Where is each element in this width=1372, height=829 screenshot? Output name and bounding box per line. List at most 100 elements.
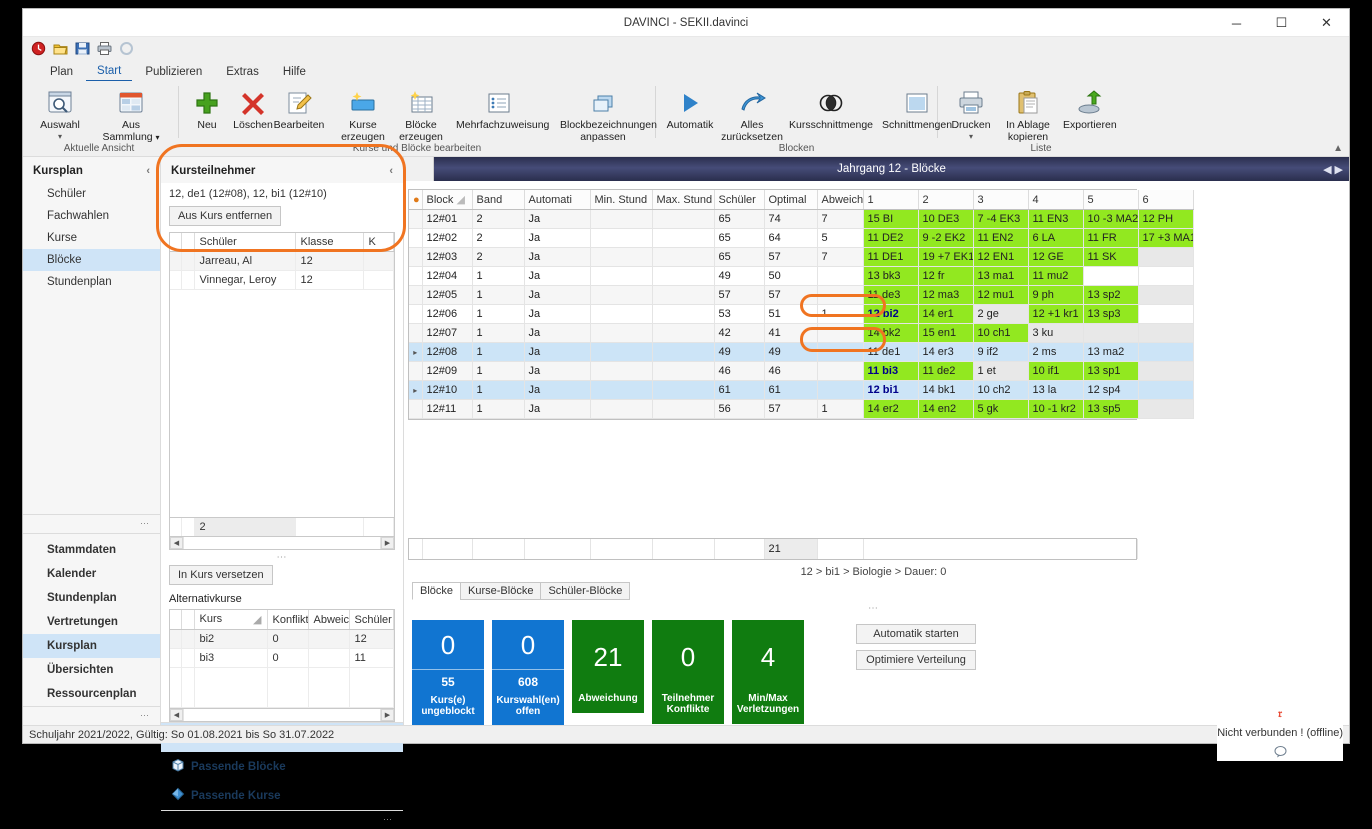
sidebar-item-fachwahlen[interactable]: Fachwahlen [47,210,110,222]
cell-slot-1[interactable]: 11 de1 [863,342,919,362]
cell-slot-1[interactable]: 14 er2 [863,399,919,419]
cell-slot-5[interactable]: 12 sp4 [1083,380,1139,400]
cell-slot-6[interactable] [1138,266,1194,286]
cell-slot-4[interactable]: 10 if1 [1028,361,1084,381]
cell-slot-6[interactable] [1138,285,1194,305]
col-header-konflikte[interactable]: Konflikte [267,610,309,630]
cell-slot-3[interactable]: 9 if2 [973,342,1029,362]
menu-item-plan[interactable]: Plan [50,66,74,78]
col-header-schueler[interactable]: Schüler [714,190,765,210]
cell-slot-6[interactable] [1138,247,1194,267]
col-header-slot-6[interactable]: 6 [1138,190,1194,210]
cell-slot-2[interactable]: 12 ma3 [918,285,974,305]
cell-slot-3[interactable]: 11 EN2 [973,228,1029,248]
table-row[interactable]: bi3 0 11 [170,648,394,668]
scroll-track[interactable] [183,709,381,721]
cell-slot-1[interactable]: 11 de3 [863,285,919,305]
sidebar-item-bloecke[interactable]: Blöcke [23,249,160,271]
bottom-tab-bloecke[interactable]: Blöcke [412,582,462,600]
cell-slot-3[interactable]: 5 gk [973,399,1029,419]
cell-slot-3[interactable]: 13 ma1 [973,266,1029,286]
cell-slot-1[interactable]: 12 bi2 [863,304,919,324]
alternativkurse-grid[interactable]: Kurs ◢ Konflikte Abweichu Schüler bi2 0 1… [169,609,395,709]
ribbon-button-kursschnittmenge[interactable]: Kursschnittmenge [785,85,877,132]
participants-grid[interactable]: Schüler Klasse K Jarreau, Al 12 [169,232,395,518]
col-header-slot-3[interactable]: 3 [973,190,1029,210]
cell-slot-1[interactable]: 11 DE2 [863,228,919,248]
ribbon-button-in-ablage-kopieren[interactable]: In Ablage kopieren [999,85,1057,143]
cell-slot-1[interactable]: 11 DE1 [863,247,919,267]
col-header-slot-2[interactable]: 2 [918,190,974,210]
midpanel-overflow[interactable]: ⋯ [161,810,403,829]
sidebar-module-vertretungen[interactable]: Vertretungen [47,616,118,628]
scroll-right-button[interactable]: ▶ [381,537,394,549]
refresh-icon[interactable] [119,41,134,56]
automatik-starten-button[interactable]: Automatik starten [856,624,976,644]
tab-passende-kurse[interactable]: Passende Kurse [161,781,403,810]
cell-slot-1[interactable]: 13 bk3 [863,266,919,286]
cell-slot-2[interactable]: 11 de2 [918,361,974,381]
cell-slot-4[interactable]: 12 +1 kr1 [1028,304,1084,324]
minimize-button[interactable]: ─ [1231,15,1242,31]
ribbon-collapse-button[interactable]: ▲ [1333,143,1343,154]
close-button[interactable]: ✕ [1321,15,1332,30]
participants-hscrollbar[interactable]: ◀ ▶ [169,537,395,550]
col-header-slot-5[interactable]: 5 [1083,190,1139,210]
cell-slot-6[interactable]: 17 +3 MA1 [1138,228,1194,248]
cell-slot-6[interactable] [1138,323,1194,343]
alternativkurse-hscrollbar[interactable]: ◀ ▶ [169,709,395,722]
cell-slot-4[interactable]: 11 mu2 [1028,266,1084,286]
cell-slot-2[interactable]: 19 +7 EK1 [918,247,974,267]
col-header-band[interactable]: Band [472,190,525,210]
table-row[interactable]: Jarreau, Al 12 [170,251,394,271]
cell-slot-6[interactable]: 12 PH [1138,209,1194,229]
clock-icon[interactable] [31,41,46,56]
col-header-abweichung[interactable]: Abweichu [817,190,864,210]
scroll-left-button[interactable]: ◀ [170,709,183,721]
sidebar-module-uebersichten[interactable]: Übersichten [47,664,114,676]
col-header-min-stund[interactable]: Min. Stund [590,190,653,210]
folder-icon[interactable] [53,41,68,56]
col-header-automatik[interactable]: Automati [524,190,591,210]
optimiere-verteilung-button[interactable]: Optimiere Verteilung [856,650,976,670]
table-row[interactable]: 12#05 1 Ja 57 57 11 de3 12 ma3 12 mu1 9 ph 13 sp2 [409,285,1194,305]
menu-item-publizieren[interactable]: Publizieren [145,66,203,78]
maximize-button[interactable]: ☐ [1275,15,1288,30]
cell-slot-1[interactable]: 15 BI [863,209,919,229]
table-row[interactable]: 12#01 2 Ja 65 74 7 15 BI 10 DE3 7 -4 EK3 11 EN3 10… [409,209,1194,229]
col-header-slot-4[interactable]: 4 [1028,190,1084,210]
col-header-klasse[interactable]: Klasse [295,233,364,252]
col-header-slot-1[interactable]: 1 [863,190,919,210]
col-header-schueler[interactable]: Schüler [349,610,394,630]
bottom-splitter-dots[interactable]: ⋯ [868,603,879,614]
col-header-max-stund[interactable]: Max. Stund [652,190,715,210]
scroll-right-button[interactable]: ▶ [381,709,394,721]
ribbon-button-auswahl[interactable]: Auswahl ▾ [25,85,95,141]
scroll-left-button[interactable]: ◀ [170,537,183,549]
in-kurs-versetzen-button[interactable]: In Kurs versetzen [169,565,273,585]
menu-item-extras[interactable]: Extras [226,66,259,78]
cell-slot-3[interactable]: 1 et [973,361,1029,381]
cell-slot-5[interactable]: 13 sp5 [1083,399,1139,419]
table-row[interactable]: 12#06 1 Ja 53 51 1 12 bi2 14 er1 2 ge 12 +1 kr1 13… [409,304,1194,324]
cell-slot-5[interactable] [1083,266,1139,286]
table-row[interactable]: Vinnegar, Leroy 12 [170,270,394,290]
cell-slot-2[interactable]: 12 fr [918,266,974,286]
menu-item-hilfe[interactable]: Hilfe [282,66,306,78]
ribbon-button-aus-sammlung[interactable]: Aus Sammlung ▾ [95,85,167,143]
cell-slot-2[interactable]: 14 bk1 [918,380,974,400]
chevron-left-icon[interactable]: ‹ [389,165,393,177]
sidebar-module-kursplan[interactable]: Kursplan [23,634,160,658]
sidebar-item-kurse[interactable]: Kurse [47,232,78,244]
table-row[interactable]: ▸ 12#08 1 Ja 49 49 11 de1 14 er3 9 if2 2 ms 13 ma2 [409,342,1194,362]
bottom-tab-schueler-bloecke[interactable]: Schüler-Blöcke [540,582,631,600]
cell-slot-6[interactable] [1138,361,1194,381]
cell-slot-5[interactable]: 13 ma2 [1083,342,1139,362]
ribbon-button-bearbeiten[interactable]: Bearbeiten [274,85,324,132]
ribbon-button-kurse-erzeugen[interactable]: Kurse erzeugen [334,85,392,143]
ribbon-button-blockbezeichnungen-anpassen[interactable]: Blockbezeichnungen anpassen [548,85,658,143]
ribbon-button-drucken[interactable]: Drucken ▾ [943,85,999,141]
cell-slot-6[interactable] [1138,304,1194,324]
table-row[interactable]: 12#02 2 Ja 65 64 5 11 DE2 9 -2 EK2 11 EN2 6 LA 11 … [409,228,1194,248]
blocks-grid[interactable]: ● Block ◢ Band Automati Min. Stund Max. … [408,189,1194,420]
